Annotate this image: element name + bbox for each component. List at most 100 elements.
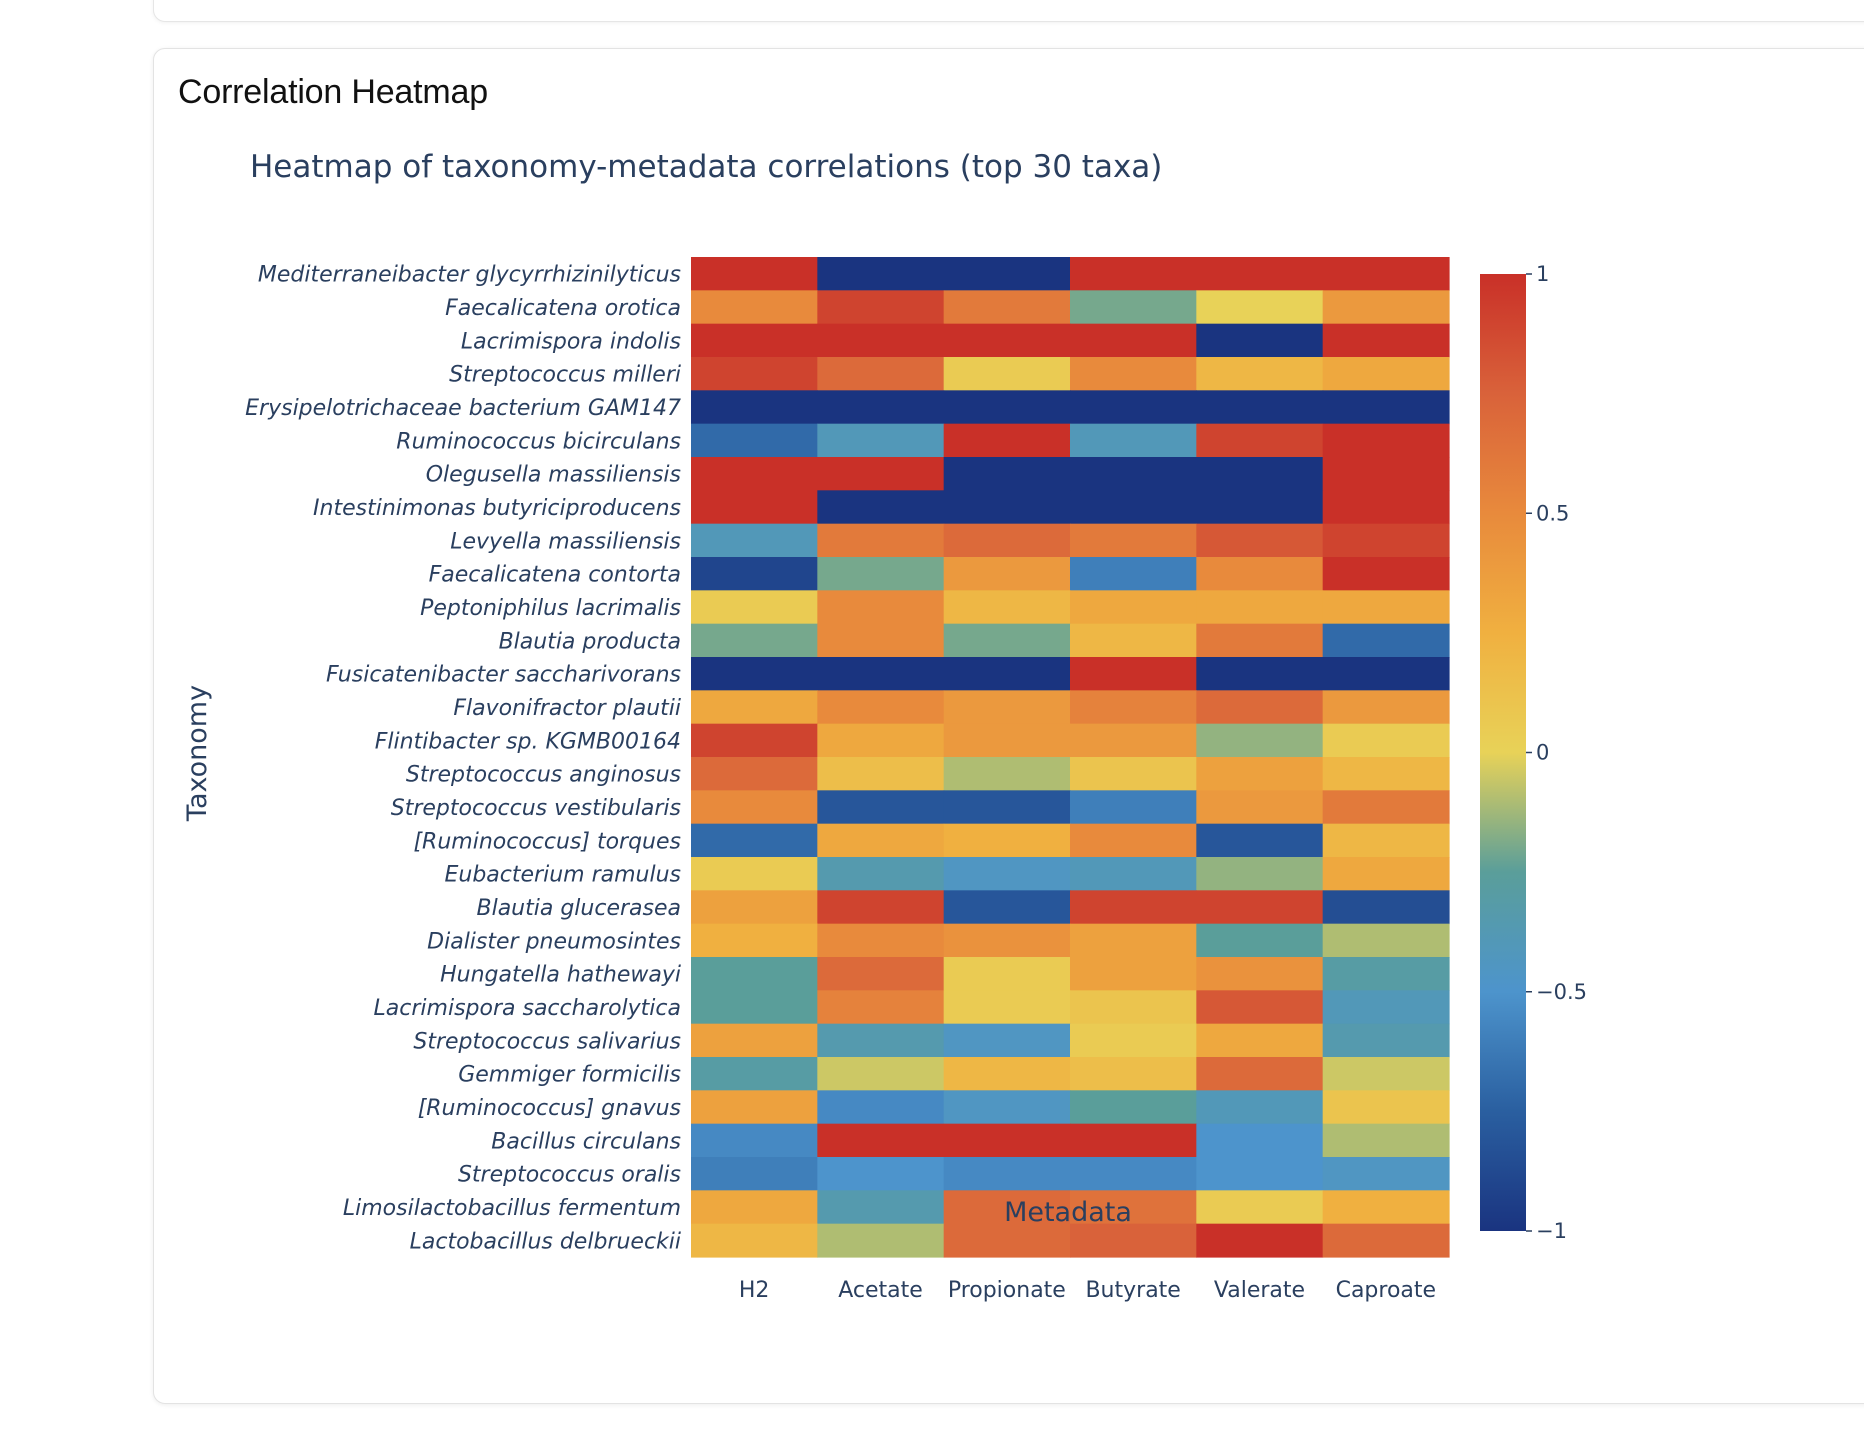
heatmap-cell[interactable] (817, 590, 945, 625)
heatmap-cell[interactable] (1322, 990, 1450, 1025)
heatmap-cell[interactable] (1070, 357, 1197, 391)
heatmap-cell[interactable] (1322, 1157, 1450, 1191)
heatmap-cell[interactable] (943, 523, 1071, 558)
heatmap-cell[interactable] (1196, 290, 1324, 325)
heatmap-cell[interactable] (1322, 1223, 1450, 1258)
heatmap-cell[interactable] (691, 990, 818, 1025)
heatmap-cell[interactable] (943, 957, 1071, 991)
heatmap-cell[interactable] (691, 657, 818, 691)
heatmap-cell[interactable] (943, 1023, 1071, 1058)
heatmap-cell[interactable] (817, 690, 945, 725)
heatmap-cell[interactable] (943, 623, 1071, 658)
heatmap-cell[interactable] (1196, 1023, 1324, 1058)
heatmap-cell[interactable] (691, 1057, 818, 1091)
heatmap-cell[interactable] (1070, 1157, 1197, 1191)
heatmap-cell[interactable] (1322, 1123, 1450, 1158)
heatmap-cell[interactable] (1070, 1090, 1197, 1125)
heatmap-cell[interactable] (943, 757, 1071, 791)
heatmap-cell[interactable] (1070, 590, 1197, 625)
heatmap-cell[interactable] (1322, 490, 1450, 525)
heatmap-cell[interactable] (691, 490, 818, 525)
heatmap-cell[interactable] (943, 657, 1071, 691)
heatmap-cell[interactable] (1196, 257, 1324, 291)
heatmap-cell[interactable] (817, 990, 945, 1025)
heatmap-cell[interactable] (691, 1023, 818, 1058)
heatmap-cell[interactable] (943, 857, 1071, 891)
heatmap-cell[interactable] (817, 1223, 945, 1258)
heatmap-cell[interactable] (691, 723, 818, 758)
heatmap-cell[interactable] (1196, 390, 1324, 425)
heatmap-cell[interactable] (817, 1057, 945, 1091)
heatmap-cell[interactable] (1196, 557, 1324, 591)
heatmap-cell[interactable] (817, 323, 945, 358)
heatmap-cell[interactable] (1070, 490, 1197, 525)
heatmap-cell[interactable] (691, 790, 818, 825)
heatmap-cell[interactable] (1322, 557, 1450, 591)
heatmap-cell[interactable] (691, 1223, 818, 1258)
heatmap-cell[interactable] (817, 657, 945, 691)
heatmap-cell[interactable] (1196, 457, 1324, 491)
heatmap-cell[interactable] (1196, 1090, 1324, 1125)
heatmap-cell[interactable] (1322, 1057, 1450, 1091)
heatmap-cell[interactable] (691, 423, 818, 458)
heatmap-cell[interactable] (943, 1223, 1071, 1258)
heatmap-cell[interactable] (691, 557, 818, 591)
heatmap-cell[interactable] (691, 890, 818, 925)
heatmap-cell[interactable] (817, 523, 945, 558)
heatmap-cell[interactable] (943, 590, 1071, 625)
heatmap-cell[interactable] (943, 690, 1071, 725)
heatmap-cell[interactable] (1196, 990, 1324, 1025)
heatmap-cell[interactable] (1070, 1023, 1197, 1058)
heatmap-cell[interactable] (817, 1190, 945, 1225)
heatmap-cell[interactable] (1196, 623, 1324, 658)
heatmap-cell[interactable] (1322, 290, 1450, 325)
heatmap-cell[interactable] (1322, 390, 1450, 425)
heatmap-cell[interactable] (1196, 357, 1324, 391)
heatmap-cell[interactable] (817, 757, 945, 791)
heatmap-cell[interactable] (1196, 1123, 1324, 1158)
heatmap-cell[interactable] (943, 1157, 1071, 1191)
heatmap-cell[interactable] (943, 990, 1071, 1025)
heatmap-cell[interactable] (1196, 790, 1324, 825)
heatmap-cell[interactable] (817, 723, 945, 758)
heatmap-cell[interactable] (1322, 690, 1450, 725)
heatmap-cell[interactable] (817, 890, 945, 925)
heatmap-cell[interactable] (691, 757, 818, 791)
heatmap-cell[interactable] (1196, 957, 1324, 991)
heatmap-cell[interactable] (691, 1157, 818, 1191)
heatmap-cell[interactable] (1196, 323, 1324, 358)
heatmap-cell[interactable] (1070, 923, 1197, 958)
heatmap-cell[interactable] (943, 1190, 1071, 1225)
heatmap-cell[interactable] (1322, 757, 1450, 791)
heatmap-cell[interactable] (817, 557, 945, 591)
heatmap-cell[interactable] (691, 923, 818, 958)
heatmap-cell[interactable] (1196, 857, 1324, 891)
heatmap-cell[interactable] (1322, 723, 1450, 758)
heatmap-cell[interactable] (1070, 557, 1197, 591)
heatmap-cell[interactable] (1196, 590, 1324, 625)
heatmap-cell[interactable] (817, 457, 945, 491)
heatmap-cell[interactable] (1070, 957, 1197, 991)
heatmap-chart[interactable]: Heatmap of taxonomy-metadata correlation… (154, 49, 1864, 1405)
heatmap-cell[interactable] (1070, 857, 1197, 891)
heatmap-cell[interactable] (943, 823, 1071, 858)
heatmap-cell[interactable] (817, 357, 945, 391)
heatmap-cell[interactable] (691, 290, 818, 325)
heatmap-cell[interactable] (1070, 657, 1197, 691)
heatmap-cell[interactable] (1196, 1157, 1324, 1191)
heatmap-cell[interactable] (1196, 690, 1324, 725)
heatmap-cell[interactable] (1196, 1057, 1324, 1091)
heatmap-cell[interactable] (1196, 890, 1324, 925)
heatmap-cell[interactable] (1322, 790, 1450, 825)
heatmap-cell[interactable] (1196, 423, 1324, 458)
heatmap-cell[interactable] (1322, 957, 1450, 991)
heatmap-cell[interactable] (1322, 457, 1450, 491)
heatmap-cell[interactable] (1322, 323, 1450, 358)
heatmap-cell[interactable] (943, 1090, 1071, 1125)
heatmap-cell[interactable] (1322, 923, 1450, 958)
heatmap-cell[interactable] (1322, 523, 1450, 558)
heatmap-cell[interactable] (1322, 623, 1450, 658)
heatmap-cell[interactable] (943, 323, 1071, 358)
heatmap-cell[interactable] (691, 623, 818, 658)
heatmap-cell[interactable] (691, 457, 818, 491)
